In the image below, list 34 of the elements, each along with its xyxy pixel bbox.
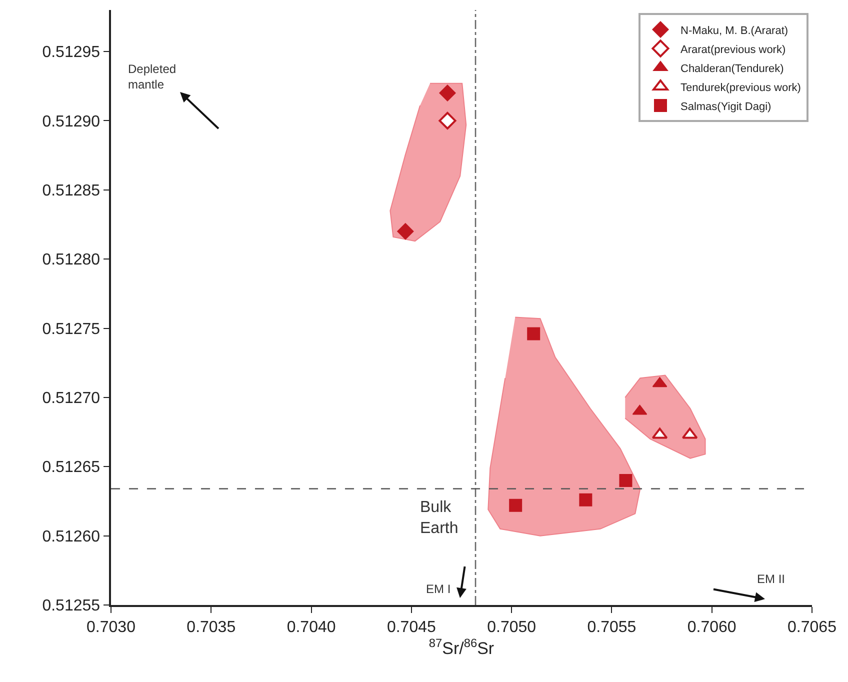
annotation: Depleted mantle — [128, 62, 176, 92]
y-tick-label: 0.51265 — [42, 459, 100, 476]
y-tick-label: 0.51270 — [42, 390, 100, 408]
y-tick-label: 0.51285 — [42, 182, 100, 200]
legend-label: Salmas(Yigit Dagi) — [680, 100, 772, 113]
x-tick-label: 0.7065 — [788, 618, 837, 636]
point — [579, 493, 592, 506]
x-tick-label: 0.7050 — [487, 618, 536, 636]
legend-label: N-Maku, M. B.(Ararat) — [680, 24, 788, 37]
point — [509, 498, 522, 512]
y-tick-label: 0.51295 — [42, 44, 100, 62]
x-tick-label: 0.7040 — [286, 618, 336, 636]
x-tick-label: 0.7055 — [587, 618, 636, 636]
point — [397, 223, 414, 240]
y-tick-label: 0.51280 — [42, 252, 100, 269]
x-tick-label: 0.7045 — [386, 618, 436, 636]
y-tick-label: 0.51260 — [42, 528, 100, 546]
legend-label: Ararat(previous work) — [680, 44, 786, 56]
x-tick-label: 0.7060 — [687, 618, 736, 636]
x-axis-title: $^{87}$Sr/$^{86}$Sr — [428, 636, 494, 658]
y-tick-label: 0.51290 — [42, 113, 100, 130]
x-tick-label: 0.7035 — [186, 618, 236, 636]
annotation: Bulk Earth — [420, 499, 458, 537]
legend-label: Chalderan(Tendurek) — [680, 62, 784, 75]
y-tick-label: 0.51275 — [42, 320, 100, 338]
point — [619, 474, 632, 487]
legend-label: Tendurek(previous work) — [680, 82, 801, 94]
point — [438, 112, 456, 130]
annotation: EM I — [426, 582, 451, 596]
point — [439, 84, 456, 102]
point — [527, 327, 540, 340]
annotation: EM II — [757, 572, 786, 586]
x-tick-label: 0.7030 — [86, 618, 136, 636]
y-tick-label: 0.51255 — [42, 598, 100, 615]
